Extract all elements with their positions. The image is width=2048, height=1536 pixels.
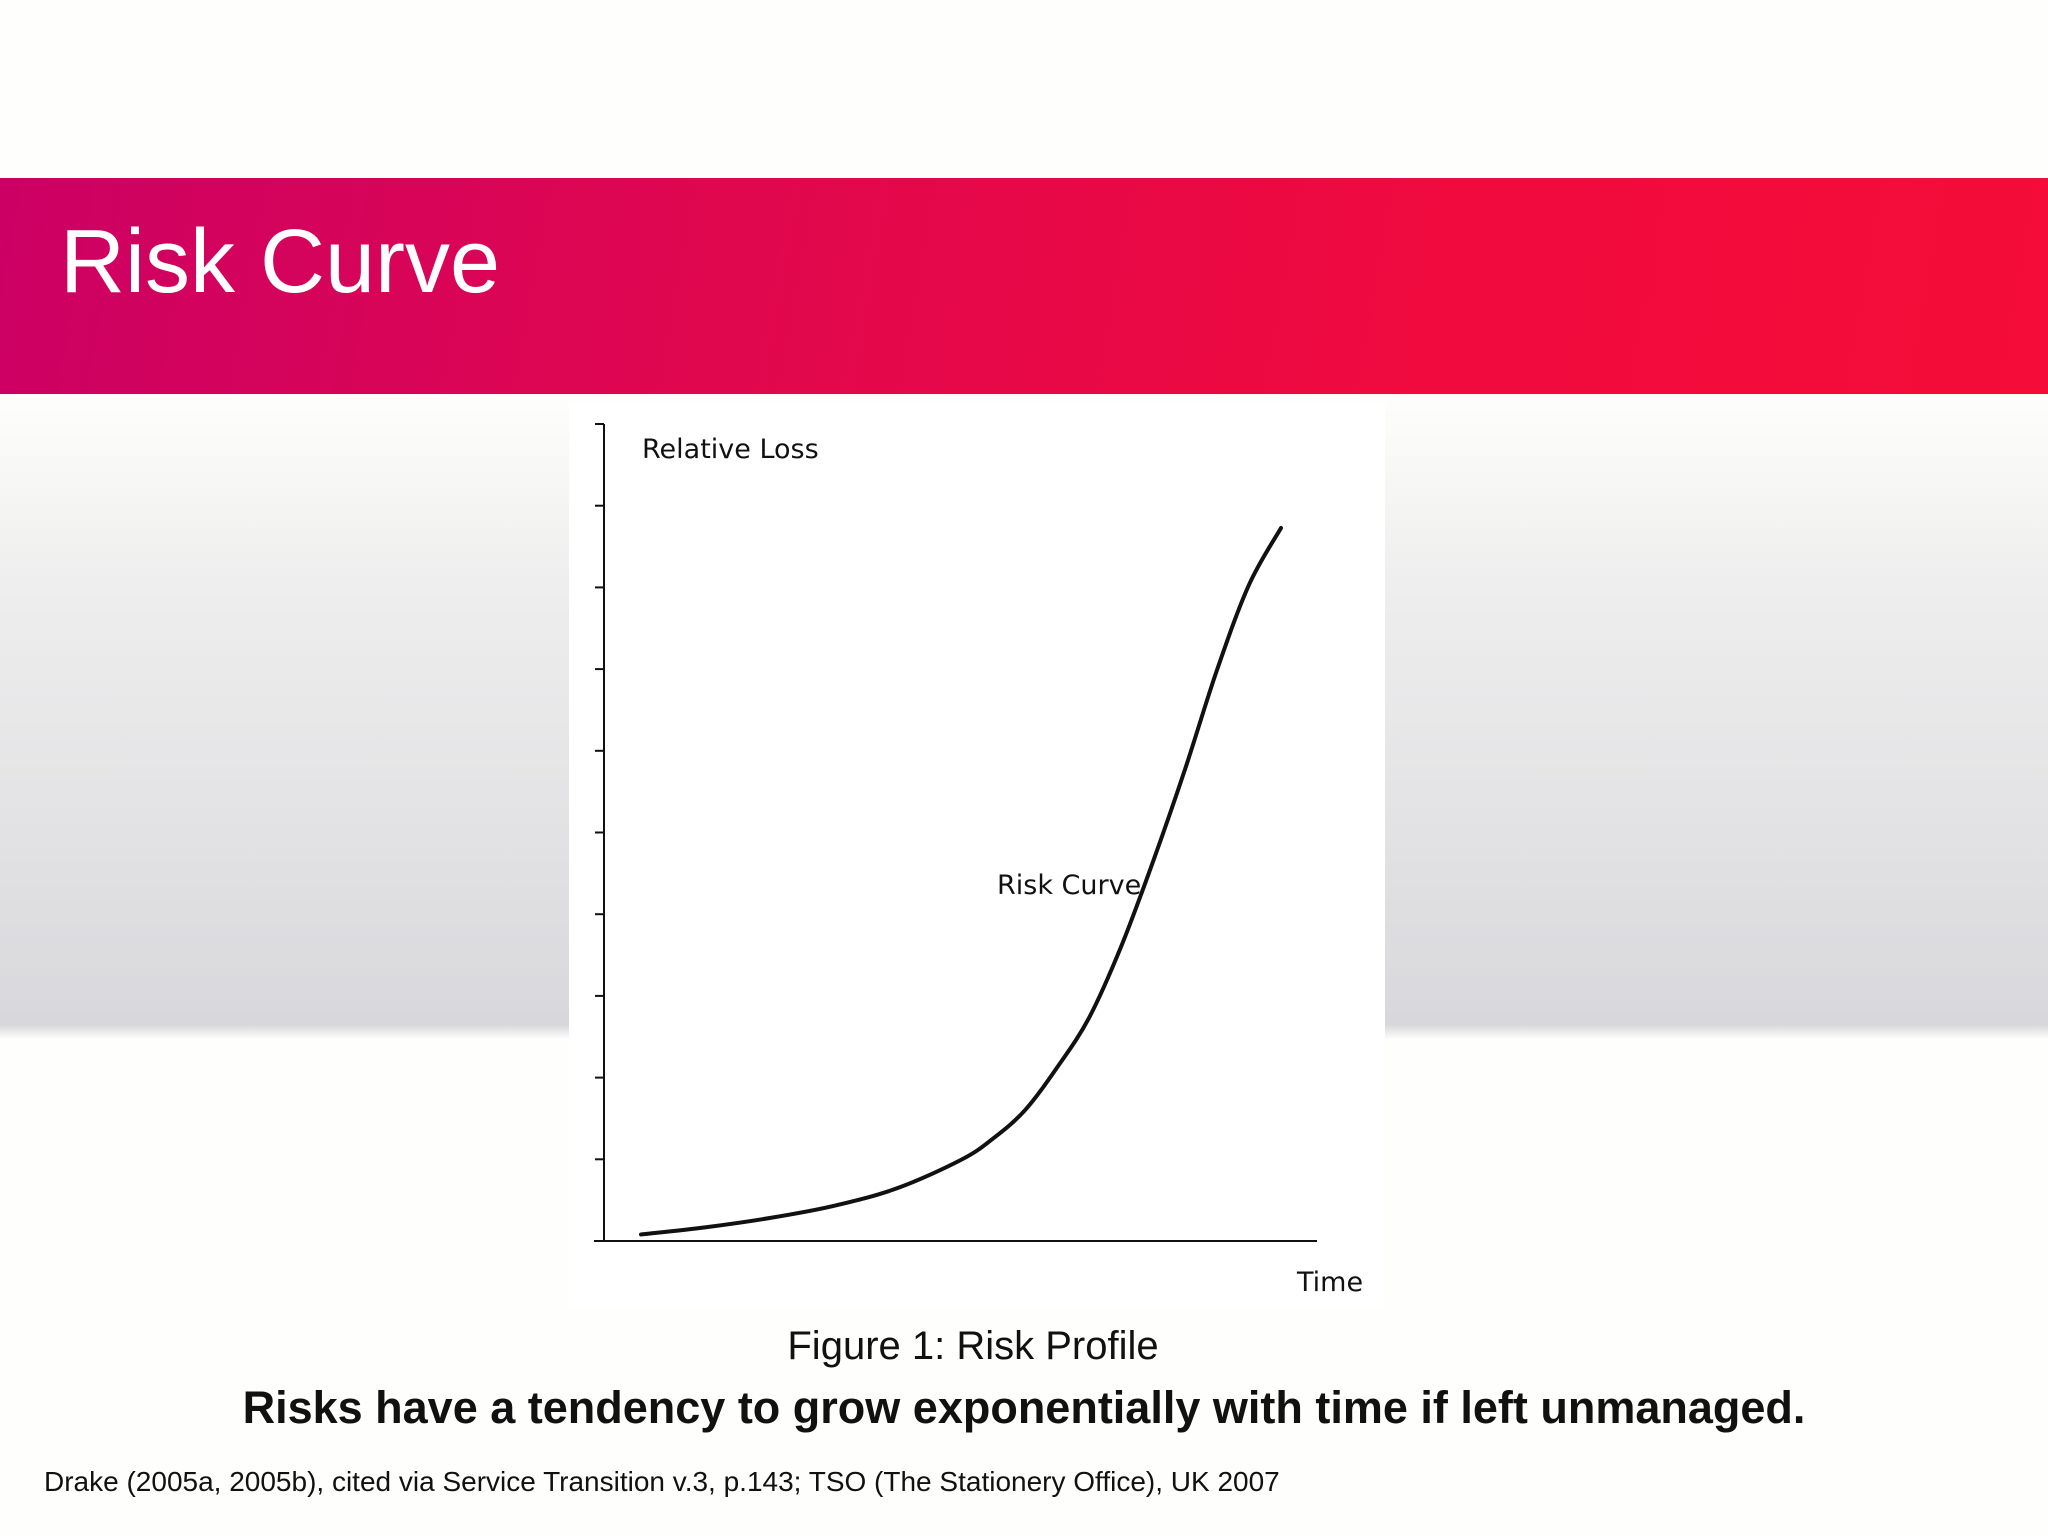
risk-profile-figure: Relative Loss Time Risk Curve [569,402,1385,1308]
page-title: Risk Curve [60,212,501,312]
curve-annotation: Risk Curve [997,870,1141,901]
figure-caption: Figure 1: Risk Profile [787,1324,1159,1368]
title-bar: Risk Curve [0,178,2048,394]
chart-axes [594,424,1317,1242]
risk-curve-chart: Relative Loss Time Risk Curve [594,423,1363,1298]
risk-curve-line [639,526,1283,1237]
y-axis-label: Relative Loss [642,434,819,465]
x-axis-label: Time [1296,1267,1363,1298]
key-statement: Risks have a tendency to grow exponentia… [242,1382,1806,1433]
source-citation: Drake (2005a, 2005b), cited via Service … [44,1466,1280,1497]
y-axis-ticks [595,423,604,1242]
